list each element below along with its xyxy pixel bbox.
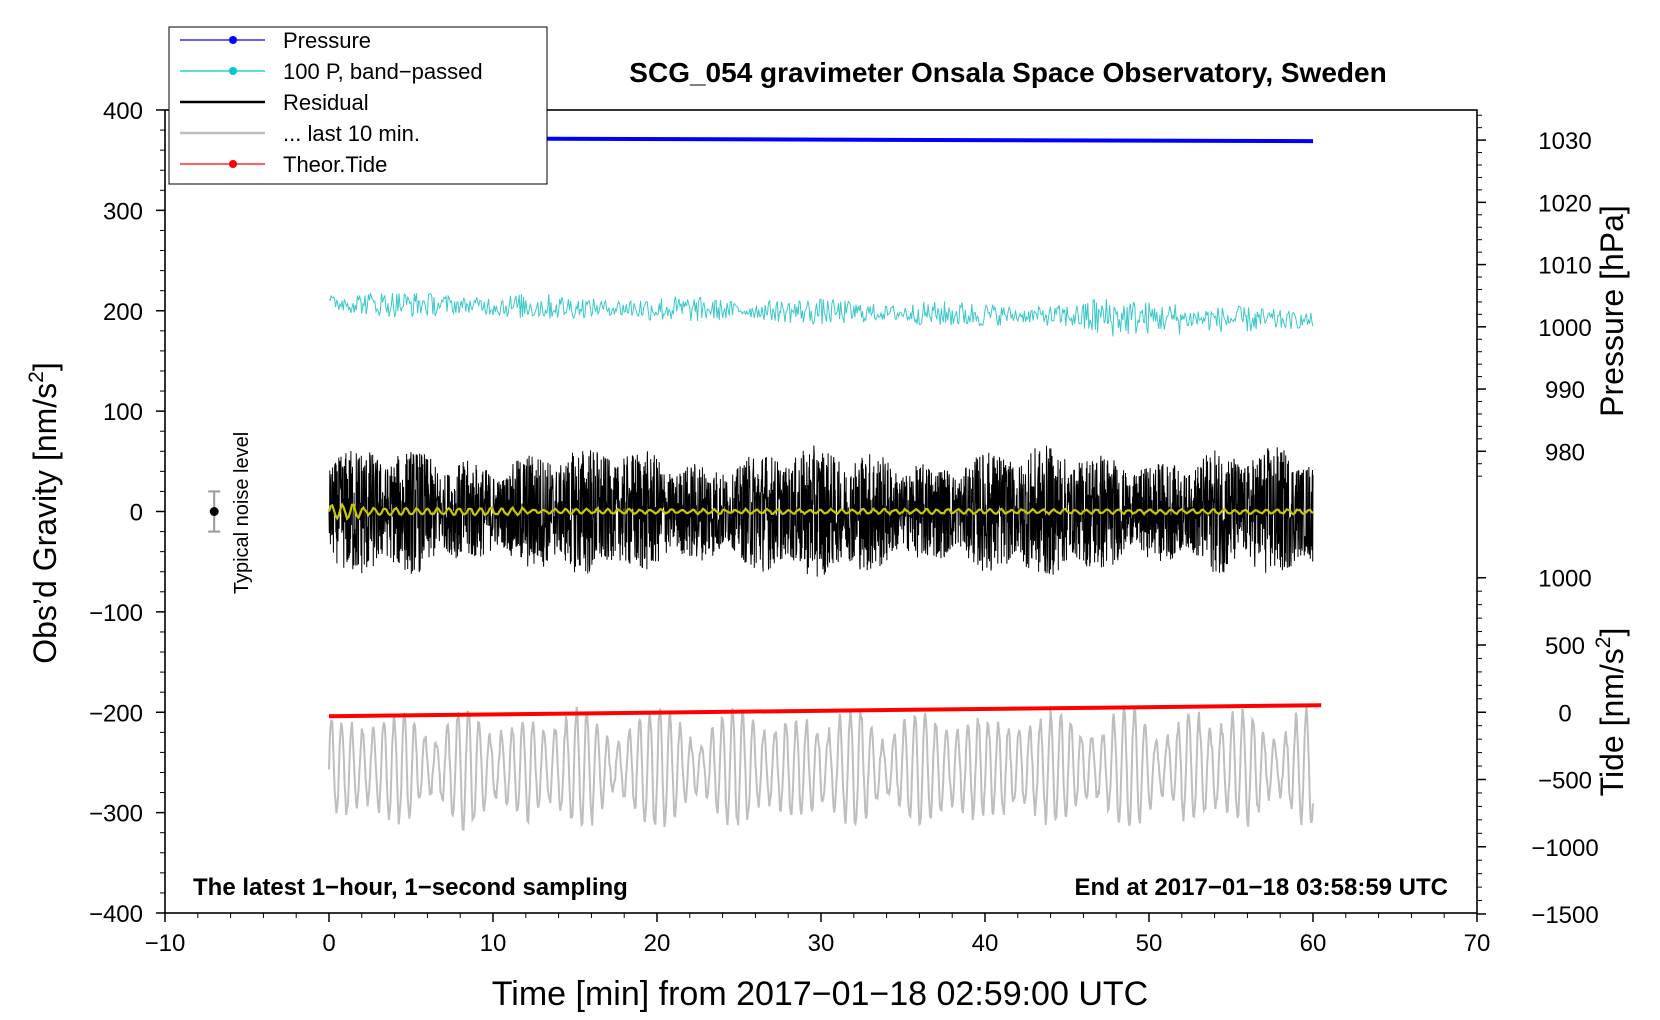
pressure-tick-label: 1010: [1538, 253, 1591, 280]
y-tick-label: −100: [89, 600, 143, 627]
legend-box: [168, 26, 548, 185]
y-tick-label: −300: [89, 801, 143, 828]
x-tick-label: 70: [1464, 930, 1491, 957]
noise-bar-point: [209, 507, 219, 516]
y-axis-label-close: ]: [27, 362, 63, 371]
residual-trace: [328, 445, 1314, 577]
x-axis: −10 0 10 20 30 40 50 60 70: [145, 913, 1491, 957]
pressure-tick-label: 1020: [1538, 190, 1591, 217]
pressure-tick-label: 980: [1545, 439, 1585, 466]
y-tick-label: 300: [103, 198, 143, 225]
legend-marker: [229, 36, 237, 44]
tide-tick-label: −500: [1538, 768, 1592, 795]
y-tick-label: −400: [89, 901, 143, 928]
tide-tick-label: 500: [1545, 633, 1585, 660]
y-tick-label: −200: [89, 700, 143, 727]
tide-axis-label-close: ]: [1594, 628, 1630, 637]
y-axis-tide: 1000 500 0 −500 −1000 −1500: [1477, 566, 1599, 929]
x-tick-label: 30: [808, 930, 835, 957]
legend-label: Pressure: [283, 28, 371, 53]
legend: Pressure 100 P, band−passed Residual ... la…: [168, 26, 548, 185]
x-tick-label: 10: [480, 930, 507, 957]
y-tick-label: 0: [130, 500, 143, 527]
chart-title: SCG_054 gravimeter Onsala Space Observat…: [629, 57, 1386, 88]
pressure-axis-label: Pressure [hPa]: [1594, 205, 1630, 417]
y-axis-label-main: Obs’d Gravity [nm/s: [27, 383, 63, 664]
last-10-min-trace: [328, 705, 1314, 832]
pressure-tick-label: 1030: [1538, 128, 1591, 155]
data-traces: [327, 136, 1322, 832]
tide-tick-label: −1500: [1531, 902, 1598, 929]
noise-level-indicator: [208, 490, 221, 533]
y-axis-pressure: 1030 1020 1010 1000 990 980: [1477, 114, 1592, 477]
tide-tick-label: −1000: [1531, 835, 1598, 862]
y-axis-label-sup: 2: [25, 371, 48, 383]
tide-axis-label-main: Tide [nm/s: [1594, 648, 1630, 796]
pressure-tick-label: 990: [1545, 377, 1585, 404]
x-axis-label: Time [min] from 2017−01−18 02:59:00 UTC: [492, 975, 1148, 1013]
x-tick-label: 50: [1136, 930, 1163, 957]
y-tick-label: 400: [103, 98, 143, 125]
smoothed-residual-trace: [327, 502, 1314, 521]
tide-axis-label: Tide [nm/s2]: [1592, 628, 1630, 797]
y-axis-gravity: 400 300 200 100 0 −100 −200 −300 −400: [89, 98, 165, 928]
x-tick-label: 40: [972, 930, 999, 957]
y-tick-label: 200: [103, 299, 143, 326]
x-tick-label: 60: [1300, 930, 1327, 957]
x-tick-label: 20: [644, 930, 671, 957]
legend-marker: [229, 67, 237, 75]
end-time-note: End at 2017−01−18 03:58:59 UTC: [1074, 874, 1448, 901]
theoretical-tide-trace: [328, 703, 1322, 719]
sampling-note: The latest 1−hour, 1−second sampling: [193, 874, 628, 901]
legend-label: Theor.Tide: [283, 152, 387, 177]
tide-tick-label: 0: [1558, 700, 1571, 727]
noise-level-label: Typical noise level: [231, 432, 253, 594]
legend-label: Residual: [283, 90, 369, 115]
legend-label: ... last 10 min.: [283, 121, 420, 146]
pressure-tick-label: 1000: [1538, 315, 1591, 342]
tide-axis-label-sup: 2: [1592, 637, 1615, 649]
legend-label: 100 P, band−passed: [283, 59, 483, 84]
legend-marker: [229, 160, 237, 168]
x-tick-label: −10: [145, 930, 186, 957]
y-axis-label: Obs’d Gravity [nm/s2]: [25, 362, 63, 664]
tide-tick-label: 1000: [1538, 566, 1591, 593]
pressure-bandpassed-trace: [328, 292, 1314, 337]
x-tick-label: 0: [322, 930, 335, 957]
y-tick-label: 100: [103, 399, 143, 426]
